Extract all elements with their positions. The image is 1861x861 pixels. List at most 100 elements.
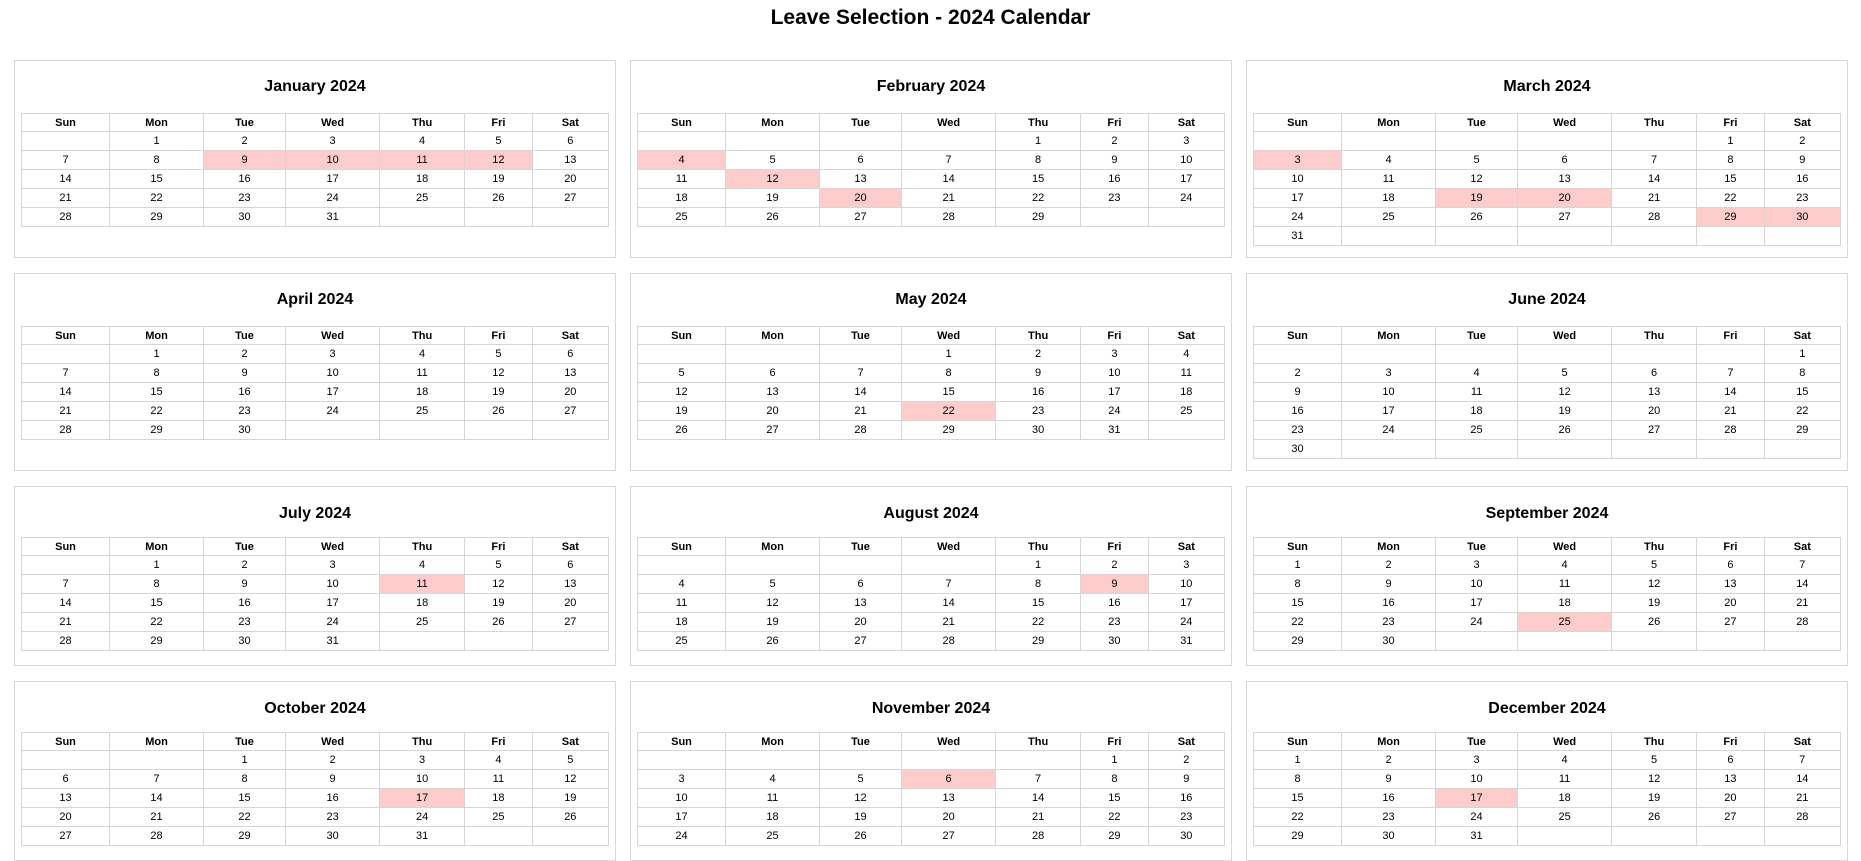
day-cell[interactable]: 11 bbox=[1341, 169, 1436, 189]
day-cell[interactable]: 30 bbox=[285, 826, 381, 846]
day-cell[interactable]: 17 bbox=[285, 169, 381, 189]
day-cell[interactable]: 3 bbox=[636, 769, 727, 789]
day-cell[interactable]: 20 bbox=[20, 807, 111, 827]
day-cell[interactable]: 18 bbox=[1517, 593, 1613, 613]
day-cell[interactable]: 21 bbox=[995, 807, 1082, 827]
day-cell[interactable]: 28 bbox=[20, 420, 111, 440]
day-cell[interactable]: 23 bbox=[1147, 807, 1226, 827]
day-cell[interactable]: 18 bbox=[1147, 382, 1226, 402]
day-cell[interactable]: 23 bbox=[202, 612, 287, 632]
day-cell[interactable]: 26 bbox=[1517, 420, 1613, 440]
day-cell[interactable]: 1 bbox=[1763, 344, 1842, 364]
day-cell[interactable]: 14 bbox=[1763, 574, 1842, 594]
day-cell[interactable]: 16 bbox=[1080, 593, 1149, 613]
day-cell[interactable]: 18 bbox=[725, 807, 820, 827]
day-cell[interactable]: 23 bbox=[1763, 188, 1842, 208]
day-cell[interactable]: 6 bbox=[1517, 150, 1613, 170]
day-cell[interactable]: 19 bbox=[1611, 593, 1698, 613]
day-cell[interactable]: 26 bbox=[818, 826, 903, 846]
day-cell[interactable]: 24 bbox=[1434, 807, 1519, 827]
day-cell-leave[interactable]: 22 bbox=[901, 401, 997, 421]
day-cell[interactable]: 16 bbox=[1080, 169, 1149, 189]
day-cell[interactable]: 24 bbox=[379, 807, 466, 827]
day-cell[interactable]: 30 bbox=[202, 420, 287, 440]
day-cell[interactable]: 5 bbox=[725, 150, 820, 170]
day-cell[interactable]: 21 bbox=[20, 188, 111, 208]
day-cell[interactable]: 11 bbox=[636, 169, 727, 189]
day-cell[interactable]: 16 bbox=[1341, 593, 1436, 613]
day-cell[interactable]: 31 bbox=[285, 631, 381, 651]
day-cell[interactable]: 23 bbox=[1341, 807, 1436, 827]
day-cell-leave[interactable]: 29 bbox=[1696, 207, 1765, 227]
day-cell[interactable]: 8 bbox=[1763, 363, 1842, 383]
day-cell[interactable]: 4 bbox=[1517, 555, 1613, 575]
day-cell[interactable]: 18 bbox=[1517, 788, 1613, 808]
day-cell[interactable]: 27 bbox=[531, 612, 610, 632]
day-cell[interactable]: 7 bbox=[995, 769, 1082, 789]
day-cell[interactable]: 3 bbox=[285, 344, 381, 364]
day-cell[interactable]: 2 bbox=[1147, 750, 1226, 770]
day-cell[interactable]: 25 bbox=[636, 207, 727, 227]
day-cell[interactable]: 1 bbox=[1252, 750, 1343, 770]
day-cell[interactable]: 15 bbox=[1080, 788, 1149, 808]
day-cell[interactable]: 15 bbox=[109, 593, 204, 613]
day-cell[interactable]: 7 bbox=[20, 150, 111, 170]
day-cell[interactable]: 18 bbox=[379, 593, 466, 613]
day-cell[interactable]: 5 bbox=[818, 769, 903, 789]
day-cell[interactable]: 13 bbox=[901, 788, 997, 808]
day-cell[interactable]: 27 bbox=[20, 826, 111, 846]
day-cell[interactable]: 8 bbox=[1080, 769, 1149, 789]
day-cell[interactable]: 22 bbox=[109, 401, 204, 421]
day-cell[interactable]: 20 bbox=[531, 169, 610, 189]
day-cell[interactable]: 13 bbox=[531, 150, 610, 170]
day-cell[interactable]: 1 bbox=[901, 344, 997, 364]
day-cell[interactable]: 4 bbox=[379, 555, 466, 575]
day-cell[interactable]: 18 bbox=[464, 788, 533, 808]
day-cell[interactable]: 8 bbox=[202, 769, 287, 789]
day-cell[interactable]: 23 bbox=[1252, 420, 1343, 440]
day-cell[interactable]: 24 bbox=[1341, 420, 1436, 440]
day-cell[interactable]: 5 bbox=[464, 344, 533, 364]
day-cell[interactable]: 5 bbox=[636, 363, 727, 383]
day-cell[interactable]: 20 bbox=[1696, 593, 1765, 613]
day-cell[interactable]: 23 bbox=[202, 401, 287, 421]
day-cell[interactable]: 13 bbox=[1611, 382, 1698, 402]
day-cell[interactable]: 30 bbox=[202, 631, 287, 651]
day-cell[interactable]: 28 bbox=[20, 207, 111, 227]
day-cell[interactable]: 7 bbox=[1611, 150, 1698, 170]
day-cell[interactable]: 8 bbox=[995, 574, 1082, 594]
day-cell[interactable]: 1 bbox=[202, 750, 287, 770]
day-cell[interactable]: 4 bbox=[379, 344, 466, 364]
day-cell[interactable]: 24 bbox=[1080, 401, 1149, 421]
day-cell[interactable]: 26 bbox=[725, 631, 820, 651]
day-cell-leave[interactable]: 4 bbox=[636, 150, 727, 170]
day-cell[interactable]: 28 bbox=[901, 207, 997, 227]
day-cell[interactable]: 2 bbox=[1341, 750, 1436, 770]
day-cell[interactable]: 13 bbox=[1696, 574, 1765, 594]
day-cell[interactable]: 7 bbox=[901, 150, 997, 170]
day-cell[interactable]: 29 bbox=[1080, 826, 1149, 846]
day-cell[interactable]: 3 bbox=[1147, 131, 1226, 151]
day-cell[interactable]: 5 bbox=[464, 555, 533, 575]
day-cell[interactable]: 27 bbox=[901, 826, 997, 846]
day-cell[interactable]: 22 bbox=[202, 807, 287, 827]
day-cell[interactable]: 22 bbox=[1252, 807, 1343, 827]
day-cell[interactable]: 24 bbox=[285, 188, 381, 208]
day-cell[interactable]: 7 bbox=[20, 363, 111, 383]
day-cell[interactable]: 8 bbox=[109, 574, 204, 594]
day-cell[interactable]: 16 bbox=[1252, 401, 1343, 421]
day-cell[interactable]: 5 bbox=[725, 574, 820, 594]
day-cell[interactable]: 25 bbox=[379, 188, 466, 208]
day-cell[interactable]: 28 bbox=[1611, 207, 1698, 227]
day-cell[interactable]: 30 bbox=[202, 207, 287, 227]
day-cell[interactable]: 9 bbox=[285, 769, 381, 789]
day-cell[interactable]: 10 bbox=[285, 363, 381, 383]
day-cell[interactable]: 2 bbox=[285, 750, 381, 770]
day-cell[interactable]: 29 bbox=[202, 826, 287, 846]
day-cell[interactable]: 30 bbox=[1147, 826, 1226, 846]
day-cell[interactable]: 8 bbox=[1696, 150, 1765, 170]
day-cell[interactable]: 26 bbox=[1611, 612, 1698, 632]
day-cell[interactable]: 11 bbox=[1517, 574, 1613, 594]
day-cell[interactable]: 24 bbox=[1147, 188, 1226, 208]
day-cell[interactable]: 24 bbox=[285, 612, 381, 632]
